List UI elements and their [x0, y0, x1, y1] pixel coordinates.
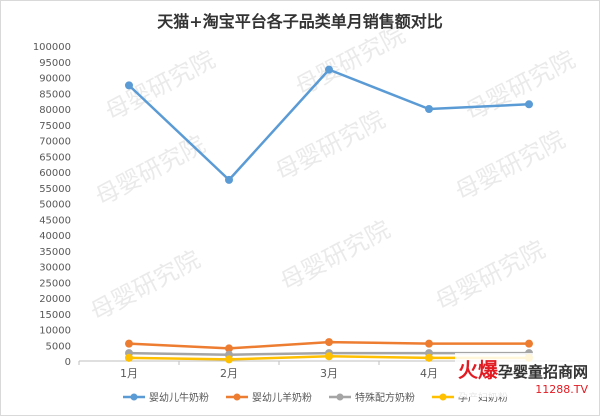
- legend-label: 特殊配方奶粉: [355, 391, 415, 404]
- chart-legend: 婴幼儿牛奶粉 婴幼儿羊奶粉 特殊配方奶粉 孕产妇奶粉: [123, 391, 508, 404]
- y-tick-label: 65000: [39, 152, 71, 163]
- legend-label: 婴幼儿羊奶粉: [252, 391, 312, 404]
- watermark-text: 母婴研究院: [271, 105, 390, 186]
- watermark-text: 母婴研究院: [91, 130, 210, 211]
- x-tick-label: 1月: [120, 367, 138, 380]
- site-badge-name: 孕婴童招商网: [497, 363, 588, 381]
- y-tick-label: 50000: [39, 200, 71, 211]
- data-point: [125, 353, 133, 362]
- watermark-text: 母婴研究院: [276, 215, 395, 296]
- series-group: [125, 338, 533, 353]
- data-point: [325, 352, 333, 361]
- y-tick-label: 70000: [39, 137, 71, 148]
- y-tick-label: 35000: [39, 247, 71, 258]
- data-point: [425, 105, 433, 113]
- watermark-text: 母婴研究院: [291, 20, 410, 101]
- y-tick-label: 20000: [39, 294, 71, 305]
- y-tick-label: 85000: [39, 89, 71, 100]
- series-group: [125, 65, 533, 184]
- x-tick-label: 3月: [320, 367, 338, 380]
- x-tick-label: 2月: [220, 367, 238, 380]
- data-point: [125, 339, 133, 348]
- y-tick-label: 15000: [39, 310, 71, 321]
- y-tick-label: 95000: [39, 58, 71, 69]
- data-point: [225, 355, 233, 364]
- watermark-text: 母婴研究院: [431, 235, 550, 316]
- legend-swatch-marker: [439, 393, 447, 401]
- y-tick-label: 30000: [39, 263, 71, 274]
- legend-swatch-marker: [130, 393, 138, 401]
- y-tick-label: 5000: [46, 341, 71, 352]
- legend-item: 婴幼儿牛奶粉: [123, 391, 209, 404]
- data-point: [425, 339, 433, 348]
- x-tick-label: 4月: [420, 367, 438, 380]
- watermark-text: 母婴研究院: [461, 45, 580, 126]
- watermark-text: 母婴研究院: [86, 245, 205, 326]
- data-point: [425, 353, 433, 362]
- data-point: [225, 175, 233, 184]
- y-tick-label: 0: [65, 357, 71, 368]
- watermark-text: 母婴研究院: [451, 125, 570, 206]
- y-tick-label: 40000: [39, 231, 71, 242]
- chart-axes: 0 5000 10000 15000 20000 25000 30000 35000 40000…: [33, 42, 580, 380]
- y-tick-label: 45000: [39, 215, 71, 226]
- legend-item: 特殊配方奶粉: [329, 391, 415, 404]
- y-tick-label: 60000: [39, 168, 71, 179]
- legend-label: 婴幼儿牛奶粉: [149, 391, 209, 404]
- y-tick-label: 90000: [39, 74, 71, 85]
- data-point: [125, 81, 133, 90]
- site-badge-hot: 火爆: [457, 358, 498, 382]
- data-point: [325, 65, 333, 74]
- data-point: [325, 338, 333, 347]
- y-tick-label: 75000: [39, 121, 71, 132]
- data-point: [525, 100, 533, 109]
- y-tick-label: 55000: [39, 184, 71, 195]
- y-tick-label: 100000: [33, 42, 71, 53]
- data-point: [525, 339, 533, 348]
- chart-title: 天猫+淘宝平台各子品类单月销售额对比: [157, 12, 442, 31]
- y-tick-label: 25000: [39, 278, 71, 289]
- y-tick-label: 10000: [39, 326, 71, 337]
- legend-swatch-marker: [336, 393, 344, 401]
- site-badge-url: 11288.TV: [535, 383, 588, 396]
- legend-swatch-marker: [233, 393, 241, 401]
- site-watermark-badge: 火爆孕婴童招商网 11288.TV: [454, 353, 591, 397]
- y-tick-label: 80000: [39, 105, 71, 116]
- legend-item: 婴幼儿羊奶粉: [226, 391, 312, 404]
